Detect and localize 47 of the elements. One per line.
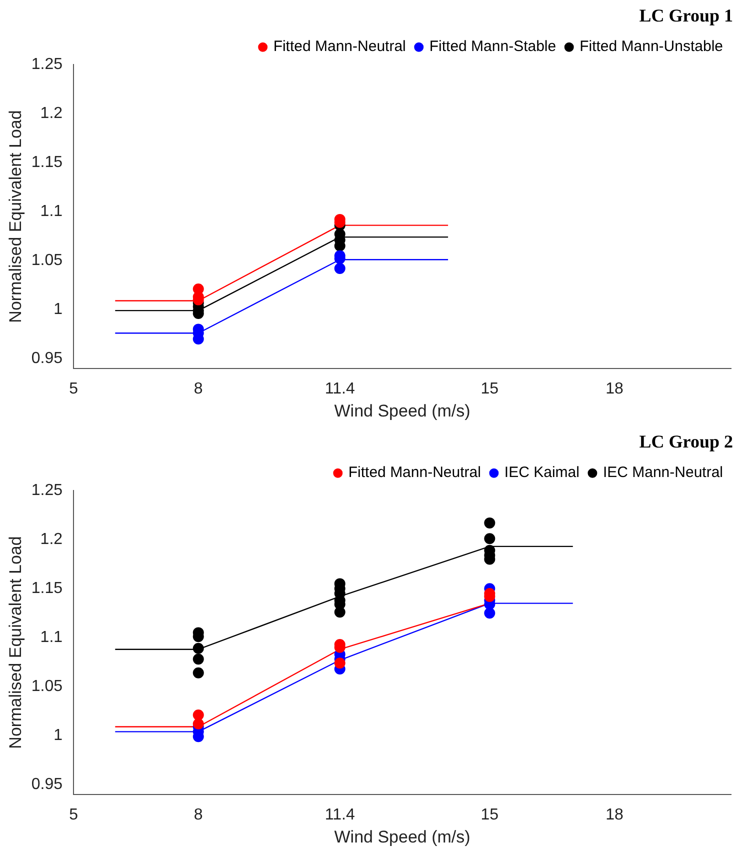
y-tick-label: 1.25 (31, 482, 63, 500)
point (334, 262, 346, 274)
x-tick-label: 11.4 (324, 380, 355, 398)
y-tick-label: 1.15 (31, 580, 63, 598)
x-tick-label: 15 (480, 806, 499, 824)
y-tick-label: 1 (54, 301, 63, 318)
y-tick-label: 1.1 (40, 629, 63, 646)
y-tick-label: 1.25 (31, 56, 63, 74)
y-tick-label: 1.1 (40, 203, 63, 220)
y-tick-label: 1 (54, 727, 63, 744)
y-axis-title: Normalised Equivalent Load (6, 110, 25, 323)
y-tick-label: 1.05 (31, 252, 63, 270)
point (192, 654, 204, 665)
legend-label: Fitted Mann-Neutral (348, 464, 481, 482)
point (334, 606, 346, 618)
x-axis-title: Wind Speed (m/s) (334, 827, 470, 846)
y-tick-label: 0.95 (31, 350, 63, 368)
legend-label: IEC Mann-Neutral (602, 464, 724, 482)
y-tick-label: 1.2 (40, 531, 63, 548)
x-tick-label: 15 (480, 380, 499, 398)
x-tick-label: 8 (194, 380, 203, 398)
legend-label: Fitted Mann-Neutral (273, 38, 406, 56)
legend-label: IEC Kaimal (504, 464, 580, 482)
point (484, 517, 496, 528)
x-tick-label: 11.4 (324, 806, 355, 824)
x-tick-label: 5 (69, 806, 78, 824)
point (484, 608, 496, 619)
point (192, 710, 204, 721)
point (192, 642, 204, 654)
y-tick-label: 1.15 (31, 154, 63, 172)
point (334, 658, 346, 669)
chart-title: LC Group 1 (639, 5, 733, 26)
legend-label: Fitted Mann-Stable (429, 38, 556, 56)
y-tick-label: 0.95 (31, 776, 63, 794)
point (192, 718, 204, 730)
legend-label: Fitted Mann-Unstable (580, 38, 724, 56)
y-tick-label: 1.05 (31, 678, 63, 696)
point (192, 667, 204, 678)
x-tick-label: 8 (194, 806, 203, 824)
x-tick-label: 18 (606, 380, 624, 398)
chart-title: LC Group 2 (639, 431, 733, 452)
point (484, 533, 496, 544)
x-tick-label: 18 (606, 806, 624, 824)
x-axis-title: Wind Speed (m/s) (334, 401, 470, 420)
x-tick-label: 5 (69, 380, 78, 398)
y-tick-label: 1.2 (40, 105, 63, 122)
y-axis-title: Normalised Equivalent Load (6, 536, 25, 749)
